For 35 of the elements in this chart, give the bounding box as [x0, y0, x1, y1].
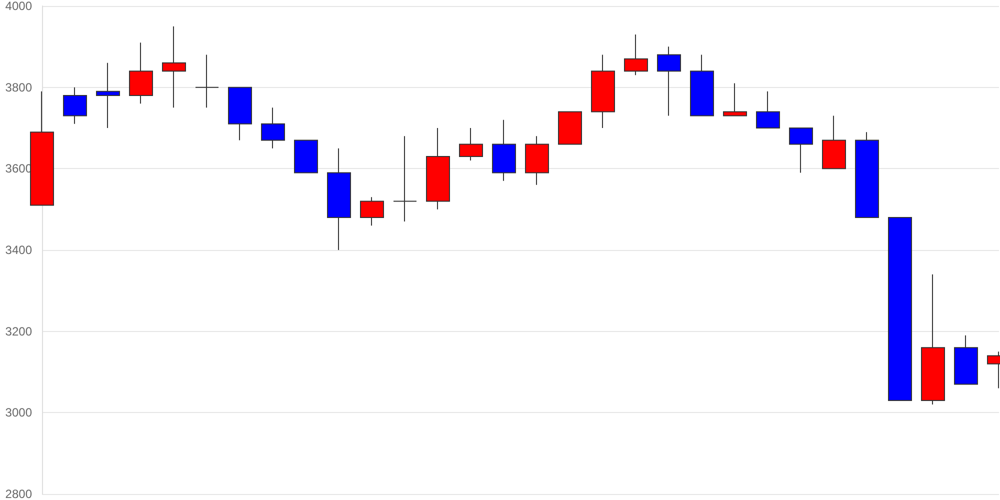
candlestick [558, 111, 582, 145]
candlestick [822, 115, 846, 170]
candlestick [96, 62, 120, 128]
candlestick [129, 42, 153, 104]
y-tick-label: 3800 [5, 80, 32, 94]
candlestick [30, 90, 54, 206]
y-tick-label: 3400 [5, 243, 32, 257]
candlestick [261, 107, 285, 149]
candlestick [327, 148, 351, 250]
candlestick [162, 26, 186, 108]
candlestick [888, 216, 912, 401]
y-tick-label: 3200 [5, 324, 32, 338]
candlestick [624, 34, 648, 76]
candlestick [426, 128, 450, 210]
candlestick [789, 128, 813, 174]
candlestick [690, 54, 714, 116]
candlestick [855, 132, 879, 218]
candlestick [228, 86, 252, 141]
candlestick [723, 82, 747, 116]
y-tick-label: 4000 [5, 0, 32, 13]
candlestick [63, 86, 87, 124]
y-tick-label: 2800 [5, 487, 32, 500]
candlestick [921, 274, 945, 406]
candlestick [657, 46, 681, 116]
y-tick-label: 3000 [5, 406, 32, 420]
candlestick [459, 128, 483, 162]
candlestick [360, 196, 384, 226]
candlestick [492, 119, 516, 182]
candlestick [954, 334, 978, 385]
candlestick [294, 140, 318, 174]
candlestick [195, 54, 219, 108]
candlestick [525, 136, 549, 186]
candlestick [756, 90, 780, 128]
candlestick [591, 54, 615, 128]
candlestick [393, 136, 417, 222]
